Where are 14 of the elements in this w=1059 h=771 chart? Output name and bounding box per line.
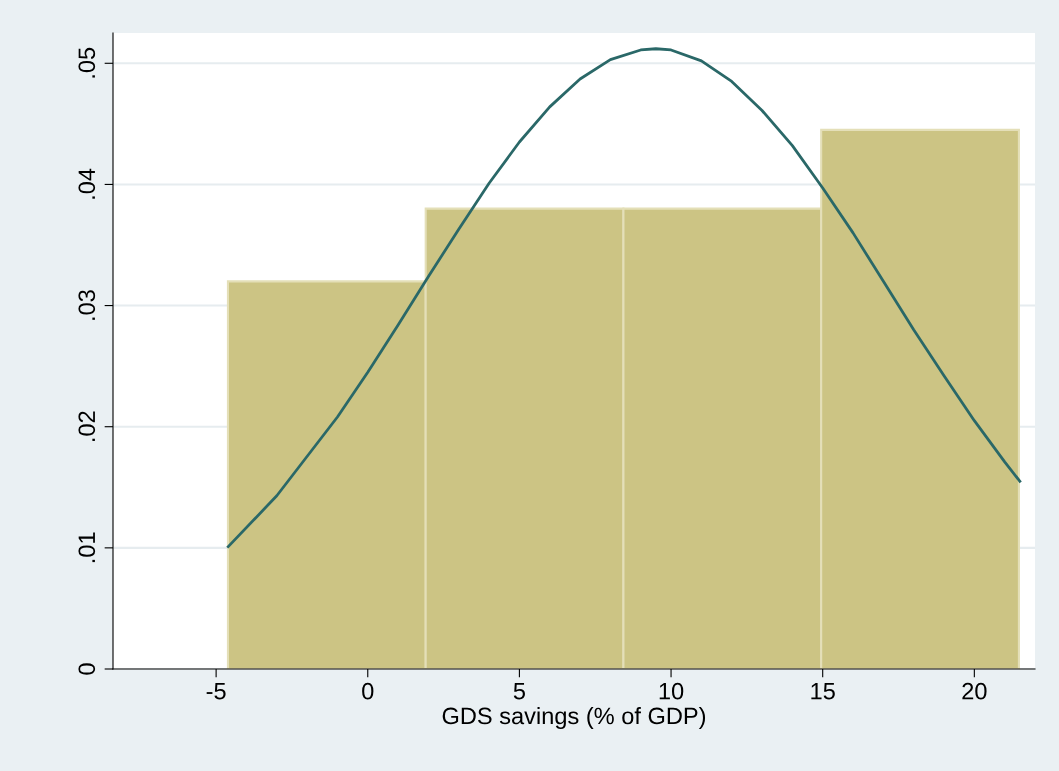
x-tick-label: -5 xyxy=(206,683,226,700)
x-tick-label: 10 xyxy=(659,682,684,700)
line-series xyxy=(226,47,1022,549)
y-tick-label: .05 xyxy=(78,47,96,78)
x-axis-title: GDS savings (% of GDP) xyxy=(442,706,706,729)
x-tick-label: 20 xyxy=(962,682,987,700)
x-tick-label: 0 xyxy=(362,682,374,700)
y-tick-label: 0 xyxy=(78,663,96,675)
y-tick-label: .01 xyxy=(78,532,96,563)
x-tick-label: 15 xyxy=(811,683,835,700)
y-tick-label: .04 xyxy=(78,168,96,199)
y-tick-label: .02 xyxy=(78,411,96,441)
y-tick-label: .03 xyxy=(78,290,96,320)
x-tick-label: 5 xyxy=(513,683,525,700)
